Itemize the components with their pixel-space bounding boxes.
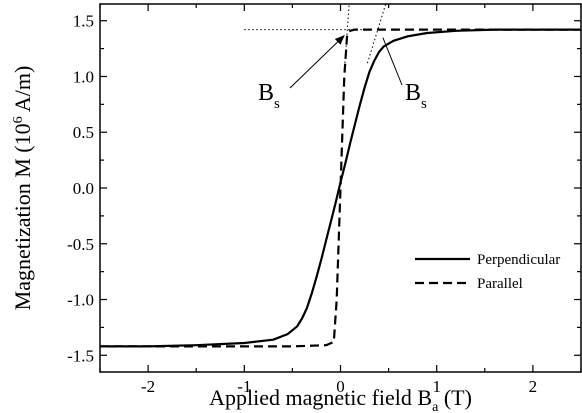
y-tick-label: 1.0: [73, 67, 94, 86]
x-tick-label: -1: [237, 377, 251, 396]
x-axis-title: Applied magnetic field Ba (T): [209, 385, 472, 413]
annotation-label: Bs: [258, 80, 280, 112]
x-tick-label: 0: [336, 377, 345, 396]
x-tick-label: 2: [529, 377, 538, 396]
annotation-arrow: [382, 37, 403, 86]
annotation-arrow: [289, 34, 345, 89]
y-tick-label: -1.5: [67, 346, 94, 365]
y-tick-label: 1.5: [73, 12, 94, 31]
y-tick-label: -0.5: [67, 235, 94, 254]
plot-frame: [99, 3, 582, 373]
legend-label: Perpendicular: [477, 252, 560, 268]
y-tick-label: 0.5: [73, 123, 94, 142]
x-tick-label: 1: [432, 377, 441, 396]
y-tick-label: -1.0: [67, 291, 94, 310]
plot-area: -2 -1 0 1 2 -1.5 -1.0 -0.5 0.0 0.5 1.0 1.5 Applied m…: [10, 3, 582, 413]
series-line-parallel: [100, 28, 581, 348]
annotation-label: Bs: [405, 80, 427, 112]
series-line-perpendicular: [100, 28, 581, 348]
y-tick-label: 0.0: [73, 179, 94, 198]
y-axis-title: Magnetization M (106 A/m): [10, 66, 35, 311]
x-tick-label: -2: [141, 377, 155, 396]
legend-label: Parallel: [477, 276, 523, 292]
